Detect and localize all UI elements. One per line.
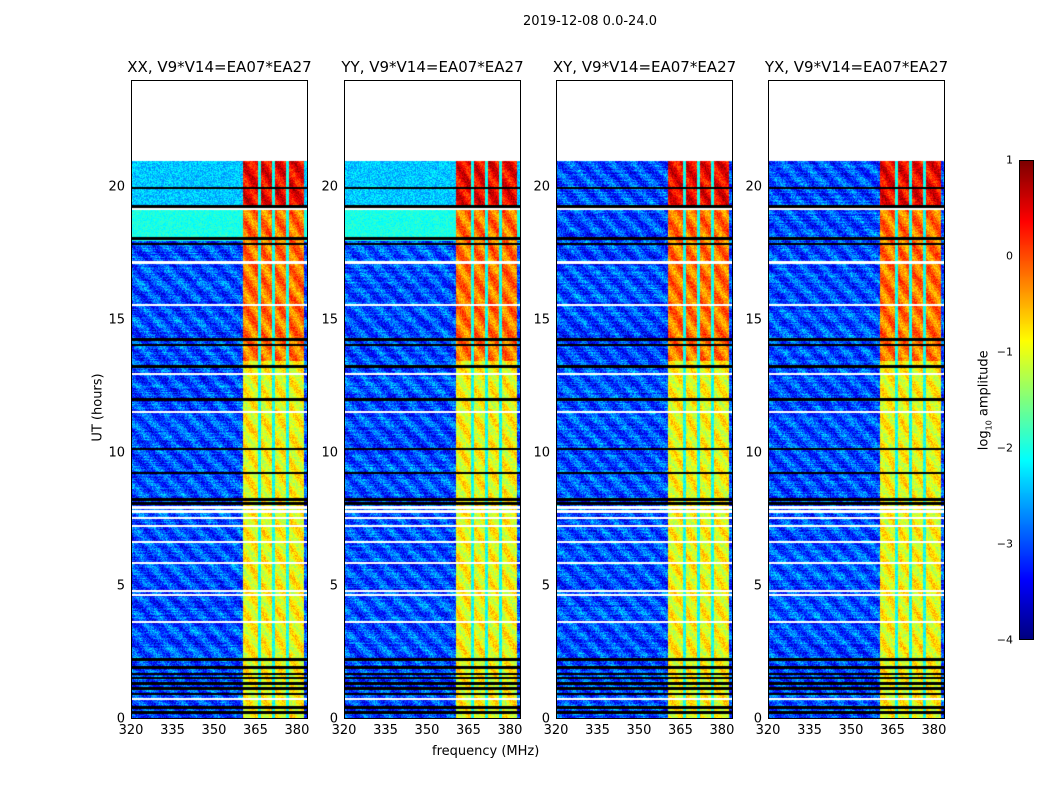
x-tick-label: 380 [284,723,310,738]
heatmap-plot [768,80,945,719]
panel-title: YX, V9*V14=EA07*EA27 [764,58,949,76]
x-tick-label: 365 [456,723,481,738]
y-tick-label: 15 [321,312,338,328]
panel-title: XY, V9*V14=EA07*EA27 [552,58,737,76]
colorbar-tick-label: −2 [996,441,1013,455]
y-tick-label: 0 [329,711,338,727]
y-tick-label: 15 [108,312,125,328]
x-tick-label: 365 [880,723,905,738]
y-tick-label: 0 [116,711,125,727]
y-tick-label: 5 [116,578,125,594]
x-tick-label: 320 [543,723,569,738]
heatmap-image [132,81,307,718]
heatmap-plot [131,80,308,719]
x-tick-label: 380 [709,723,735,738]
x-tick-label: 320 [118,723,144,738]
y-tick-label: 15 [533,312,550,328]
x-tick-label: 335 [797,723,822,738]
y-tick-label: 5 [753,578,762,594]
x-tick-label: 350 [838,723,864,738]
suptitle: 2019-12-08 0.0-24.0 [523,14,657,29]
x-axis-label: frequency (MHz) [432,744,540,759]
colorbar [1019,160,1034,640]
x-tick-label: 350 [201,723,227,738]
y-tick-label: 5 [541,578,550,594]
y-tick-label: 20 [533,179,550,194]
y-tick-label: 0 [753,711,762,727]
x-tick-label: 365 [243,723,268,738]
colorbar-tick-label: −1 [996,345,1013,359]
colorbar-tick-label: −3 [996,537,1013,551]
panel-0: XX, V9*V14=EA07*EA27 320 335 350 365 380 0 5 10 1… [108,58,311,738]
x-tick-label: 380 [921,723,947,738]
colorbar-tick-label: 1 [1006,153,1013,167]
y-tick-label: 20 [745,179,762,194]
colorbar-tick-label: 0 [1006,249,1013,263]
x-tick-label: 380 [497,723,523,738]
y-tick-label: 15 [745,312,762,328]
panel-3: YX, V9*V14=EA07*EA27 320 335 350 365 380 0 5 10 1… [745,58,948,738]
heatmap-image [557,81,732,718]
panel-title: YY, V9*V14=EA07*EA27 [341,58,524,76]
y-tick-label: 5 [329,578,338,594]
x-tick-label: 335 [373,723,398,738]
colorbar-tick-label: −4 [996,633,1013,647]
y-tick-label: 10 [745,445,762,461]
heatmap-image [345,81,520,718]
x-tick-label: 350 [414,723,440,738]
y-tick-label: 20 [108,179,125,194]
y-tick-label: 10 [321,445,338,461]
heatmap-plot [344,80,521,719]
y-tick-label: 10 [533,445,550,461]
y-tick-label: 10 [108,445,125,461]
panel-2: XY, V9*V14=EA07*EA27 320 335 350 365 380 0 5 10 1… [533,58,736,738]
colorbar-label: log10 amplitude [976,350,994,451]
x-tick-label: 320 [755,723,781,738]
x-tick-label: 320 [331,723,357,738]
y-tick-label: 0 [541,711,550,727]
x-tick-label: 335 [585,723,610,738]
x-tick-label: 350 [626,723,652,738]
heatmap-plot [556,80,733,719]
y-axis-label: UT (hours) [90,373,106,442]
panel-title: XX, V9*V14=EA07*EA27 [127,58,312,76]
x-tick-label: 365 [668,723,693,738]
panel-1: YY, V9*V14=EA07*EA27 320 335 350 365 380 0 5 10 1… [321,58,523,738]
x-tick-label: 335 [160,723,185,738]
y-tick-label: 20 [321,179,338,194]
heatmap-image [769,81,944,718]
